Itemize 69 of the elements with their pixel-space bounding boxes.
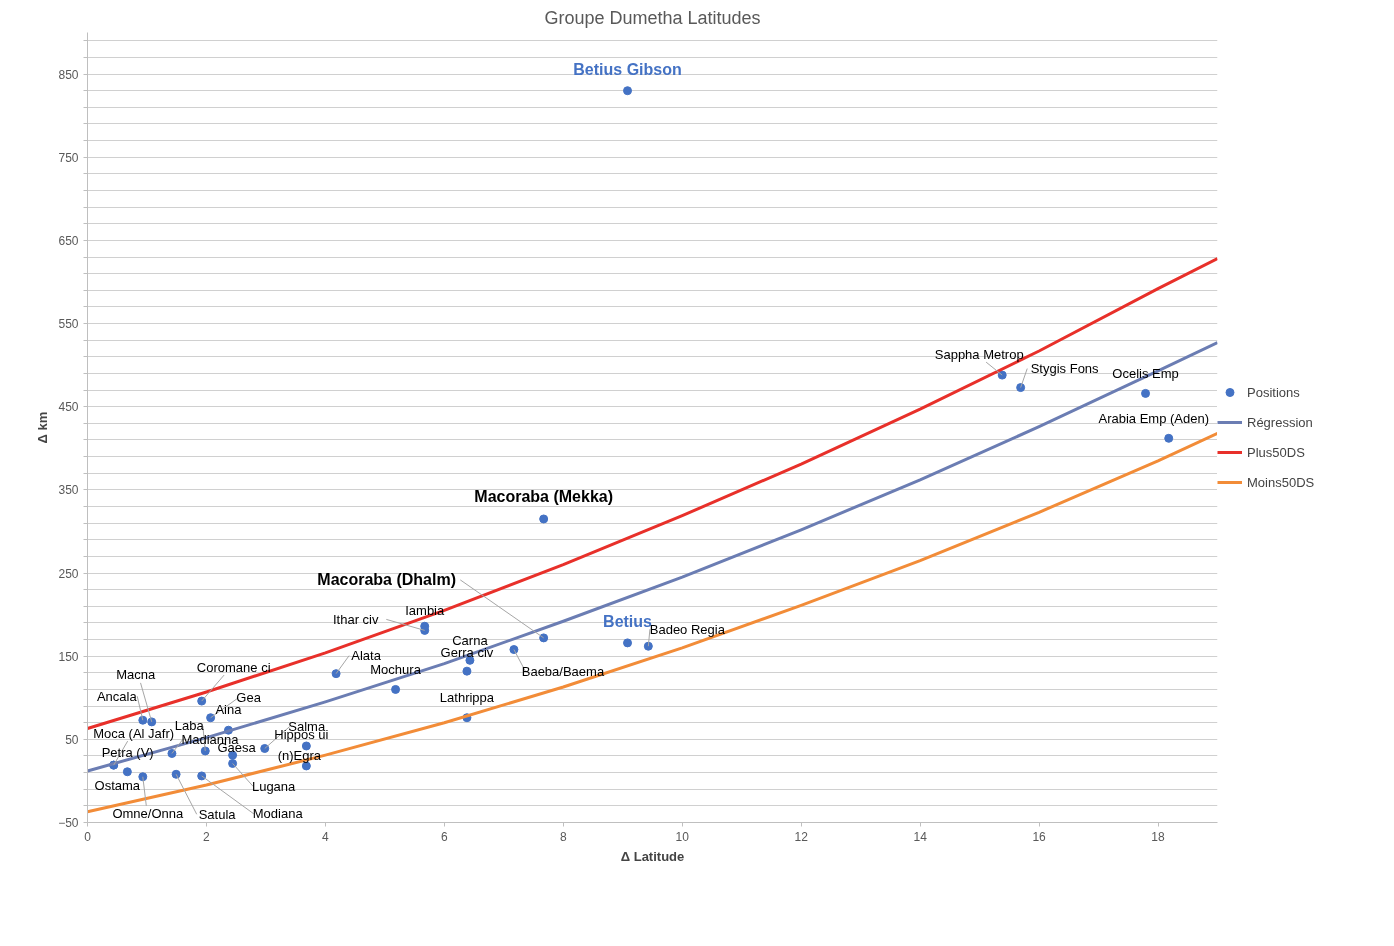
y-tick-label: 350 — [58, 483, 79, 498]
legend-label: Plus50DS — [1247, 444, 1305, 460]
point — [1141, 388, 1151, 398]
annotation: Coromane ci — [196, 659, 271, 675]
y-tick-label: 650 — [58, 233, 79, 248]
annotation: Baeba/Baema — [521, 664, 605, 680]
annotation: Alata — [351, 648, 382, 664]
x-axis-title: Δ Latitude — [620, 848, 685, 864]
y-axis-title: Δ km — [35, 411, 51, 444]
annotation: Moca (Al Jafr) — [93, 725, 175, 741]
chart-title: Groupe Dumetha Latitudes — [544, 7, 761, 28]
point — [623, 638, 633, 648]
x-tick-label: 6 — [441, 829, 449, 844]
x-tick-label: 18 — [1151, 829, 1166, 844]
x-tick-label: 10 — [675, 829, 690, 844]
y-tick-label: 450 — [58, 400, 79, 415]
annotation: Sappha Metrop — [934, 346, 1024, 362]
point — [1016, 383, 1026, 393]
point — [171, 769, 181, 779]
annotation: Omne/Onna — [112, 806, 184, 822]
x-tick-label: 2 — [203, 829, 211, 844]
line-series — [87, 341, 1218, 773]
y-tick-label: 550 — [58, 317, 79, 332]
point — [643, 641, 653, 651]
point — [122, 767, 132, 777]
annotation: Carna — [452, 632, 489, 648]
point — [1164, 433, 1174, 443]
point — [623, 86, 633, 96]
point — [331, 669, 341, 679]
annotation: Laba — [174, 718, 205, 734]
x-tick-label: 8 — [559, 829, 567, 844]
legend-label: Positions — [1247, 384, 1300, 400]
annotation: Betius Gibson — [573, 61, 682, 79]
legend-label: Régression — [1247, 414, 1313, 430]
point — [539, 514, 549, 524]
annotation: Macoraba (Dhalm) — [317, 571, 457, 589]
annotation: Arabia Emp (Aden) — [1098, 410, 1210, 426]
annotation: Mochura — [370, 661, 422, 677]
y-tick-label: 850 — [58, 67, 79, 82]
annotation: Iambia — [405, 602, 445, 618]
annotation: (n)Egra — [277, 748, 322, 764]
point — [391, 684, 401, 694]
point — [228, 758, 238, 768]
annotation: Modiana — [252, 806, 304, 822]
y-tick-label: 250 — [58, 566, 79, 581]
x-tick-label: 4 — [322, 829, 330, 844]
y-tick-label: 150 — [58, 649, 79, 664]
annotation: Satula — [198, 806, 237, 822]
annotation: Lugana — [251, 778, 297, 794]
y-tick-label: 750 — [58, 150, 79, 165]
annotation: Macna — [116, 667, 157, 683]
annotation: Ocelis Emp — [1112, 365, 1179, 381]
point — [539, 633, 549, 643]
annotation: Lathrippa — [439, 690, 495, 706]
y-tick-label: −50 — [58, 816, 79, 830]
x-tick-label: 14 — [913, 829, 928, 844]
point — [301, 741, 311, 751]
x-tick-label: 0 — [84, 829, 92, 844]
annotation: Macoraba (Mekka) — [474, 488, 614, 506]
point — [462, 666, 472, 676]
y-tick-label: 50 — [65, 732, 79, 747]
annotation: Stygis Fons — [1030, 361, 1100, 377]
x-tick-label: 16 — [1032, 829, 1047, 844]
annotation: Ithar civ — [332, 611, 379, 627]
annotation: Ostama — [94, 778, 141, 794]
x-tick-label: 12 — [794, 829, 809, 844]
legend-label: Moins50DS — [1247, 474, 1315, 490]
annotation: Ancala — [96, 688, 138, 704]
line-series — [87, 257, 1218, 731]
